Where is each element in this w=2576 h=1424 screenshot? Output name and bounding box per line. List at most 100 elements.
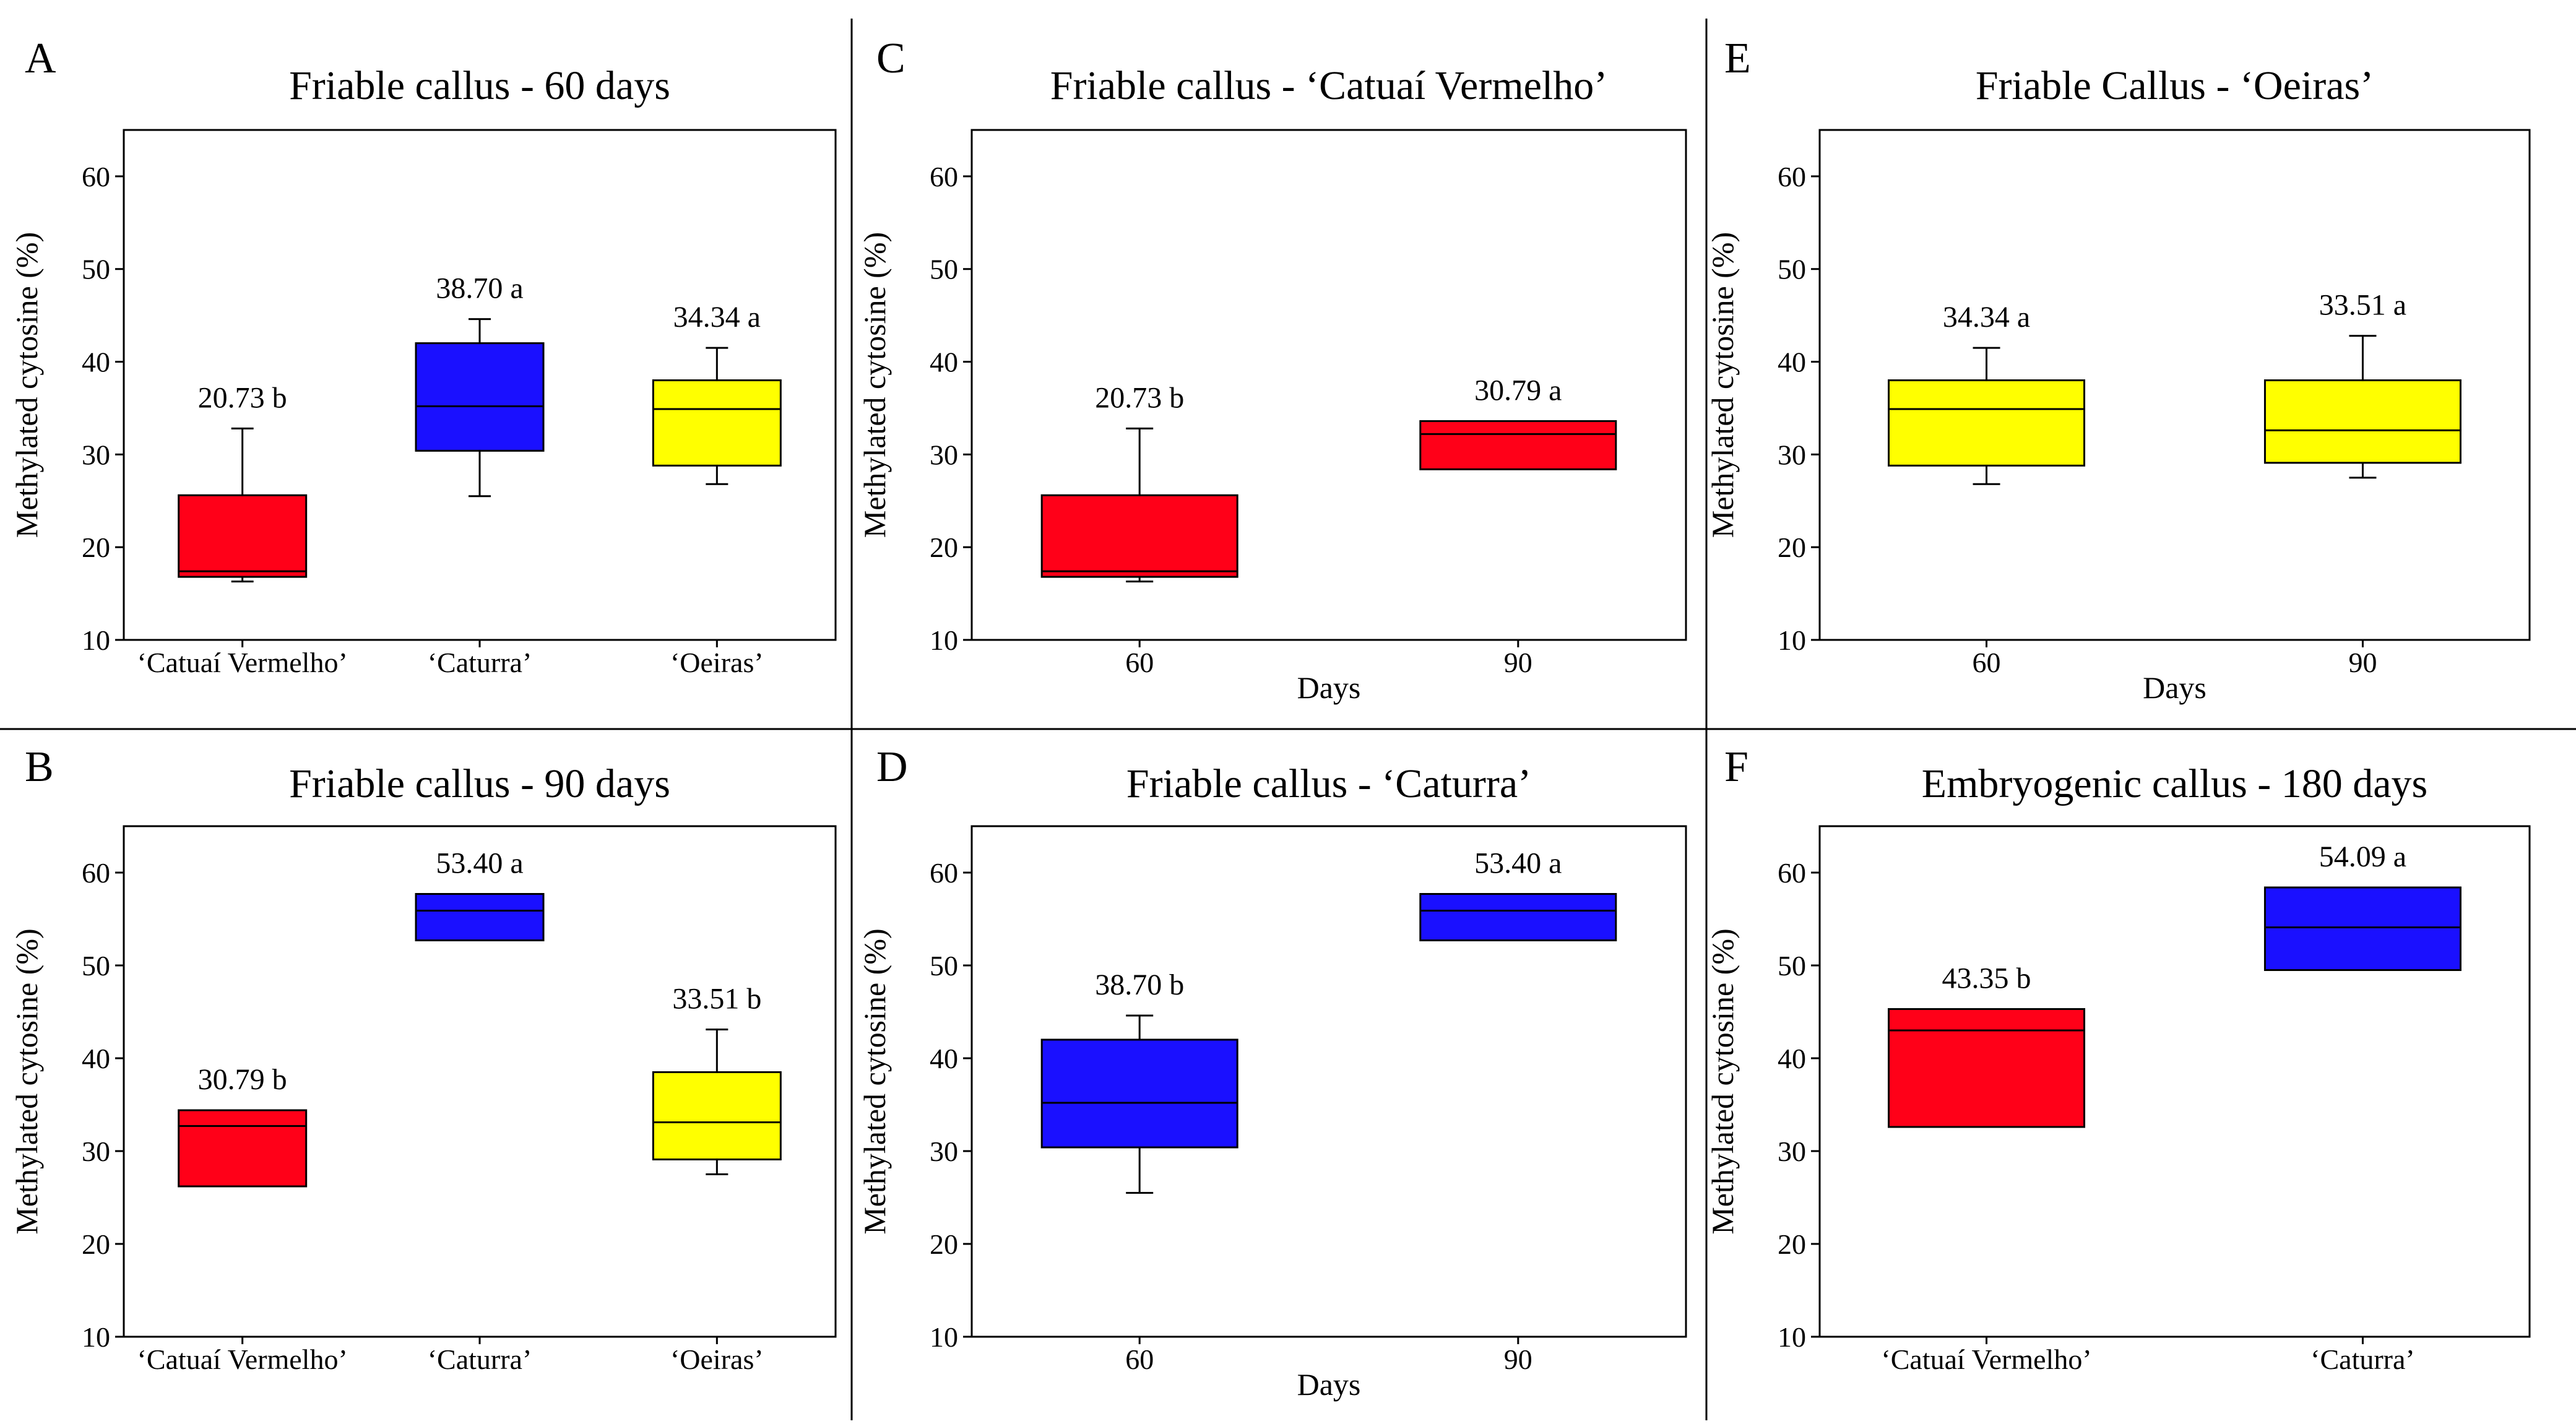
- chart-title: Friable callus - ‘Catuaí Vermelho’: [1050, 63, 1608, 108]
- data-label: 43.35 b: [1942, 962, 2031, 995]
- box: [1419, 420, 1617, 470]
- data-label: 20.73 b: [198, 381, 287, 414]
- y-tick-label: 10: [930, 1321, 958, 1353]
- panel-c: C Friable callus - ‘Catuaí Vermelho’ 10 20 3…: [857, 35, 1687, 705]
- y-tick-label: 40: [82, 347, 110, 378]
- box: [652, 1071, 782, 1160]
- y-tick-label: 10: [82, 624, 110, 656]
- x-tick-label: 60: [1125, 647, 1154, 678]
- y-tick-label: 20: [82, 1228, 110, 1260]
- panel-a: A Friable callus - 60 days 10 20 30 40 50 60 Met…: [9, 35, 837, 678]
- box: [178, 494, 308, 578]
- panel-letter: B: [25, 743, 54, 791]
- y-tick-label: 50: [82, 254, 110, 285]
- y-tick-label: 50: [1778, 950, 1806, 982]
- data-label: 30.79 b: [198, 1063, 287, 1096]
- y-axis-label: Methylated cytosine (%): [857, 232, 892, 538]
- x-tick-label: ‘Catuaí Vermelho’: [137, 1344, 348, 1375]
- x-tick-label: 60: [1973, 647, 2001, 678]
- y-axis-label: Methylated cytosine (%): [9, 928, 44, 1234]
- y-tick-label: 10: [930, 624, 958, 656]
- y-tick-label: 60: [82, 161, 110, 192]
- y-axis-label: Methylated cytosine (%): [1705, 232, 1740, 538]
- x-tick-label: ‘Catuaí Vermelho’: [137, 647, 348, 678]
- data-label: 38.70 a: [436, 272, 523, 305]
- panel-e: E Friable Callus - ‘Oeiras’ 10 20 30 40 50 60 Me…: [1705, 35, 2531, 705]
- y-tick-label: 10: [82, 1321, 110, 1353]
- y-tick-label: 60: [1778, 857, 1806, 889]
- panel-d: D Friable callus - ‘Caturra’ 10 20 30 40 50 60 M…: [857, 743, 1687, 1402]
- plot-frame: [970, 129, 1687, 641]
- x-axis-label: Days: [1297, 1367, 1361, 1402]
- x-tick-label: ‘Catuaí Vermelho’: [1881, 1344, 2091, 1375]
- panel-letter: D: [876, 743, 908, 791]
- y-tick-label: 40: [930, 1043, 958, 1074]
- box: [415, 342, 545, 452]
- x-tick-label: 60: [1125, 1344, 1154, 1375]
- y-tick-label: 20: [930, 532, 958, 563]
- x-tick-label: ‘Caturra’: [2310, 1344, 2415, 1375]
- y-axis-label: Methylated cytosine (%): [857, 928, 892, 1234]
- x-axis-label: Days: [2143, 670, 2206, 705]
- box: [2263, 379, 2461, 464]
- plot-frame: [1818, 129, 2531, 641]
- chart-title: Friable callus - 90 days: [289, 761, 670, 806]
- data-label: 33.51 b: [672, 983, 761, 1016]
- box: [652, 379, 782, 467]
- y-axis-label: Methylated cytosine (%): [1705, 928, 1740, 1234]
- y-tick-label: 30: [1778, 1136, 1806, 1167]
- y-tick-label: 30: [1778, 439, 1806, 470]
- y-tick-label: 40: [930, 347, 958, 378]
- box: [415, 893, 545, 941]
- x-tick-label: ‘Caturra’: [428, 1344, 532, 1375]
- y-tick-label: 30: [930, 1136, 958, 1167]
- box: [1040, 1038, 1238, 1149]
- x-axis-label: Days: [1297, 670, 1361, 705]
- x-tick-label: 90: [2348, 647, 2377, 678]
- data-label: 38.70 b: [1095, 969, 1184, 1001]
- data-label: 34.34 a: [673, 301, 761, 334]
- data-label: 53.40 a: [1474, 847, 1562, 880]
- data-label: 54.09 a: [2319, 840, 2406, 873]
- x-tick-label: 90: [1504, 647, 1532, 678]
- data-label: 34.34 a: [1943, 301, 2030, 334]
- y-tick-label: 60: [930, 857, 958, 889]
- y-tick-label: 40: [82, 1043, 110, 1074]
- y-tick-label: 40: [1778, 1043, 1806, 1074]
- data-label: 20.73 b: [1095, 381, 1184, 414]
- data-label: 53.40 a: [436, 847, 523, 880]
- box: [1888, 379, 2086, 467]
- panel-letter: F: [1724, 743, 1748, 791]
- y-tick-label: 60: [82, 857, 110, 889]
- y-tick-label: 40: [1778, 347, 1806, 378]
- y-tick-label: 30: [930, 439, 958, 470]
- panel-letter: C: [876, 35, 905, 82]
- chart-title: Friable callus - ‘Caturra’: [1126, 761, 1531, 806]
- data-label: 30.79 a: [1474, 374, 1562, 407]
- x-tick-label: 90: [1504, 1344, 1532, 1375]
- y-tick-label: 20: [1778, 532, 1806, 563]
- y-tick-label: 50: [930, 950, 958, 982]
- y-tick-label: 10: [1778, 624, 1806, 656]
- y-tick-label: 50: [930, 254, 958, 285]
- y-tick-label: 20: [82, 532, 110, 563]
- box: [1419, 893, 1617, 941]
- y-tick-label: 30: [82, 1136, 110, 1167]
- panel-letter: E: [1724, 35, 1751, 82]
- x-tick-label: ‘Oeiras’: [670, 1344, 764, 1375]
- box: [178, 1109, 308, 1188]
- y-tick-label: 60: [930, 161, 958, 192]
- chart-title: Friable Callus - ‘Oeiras’: [1976, 63, 2374, 108]
- panel-letter: A: [25, 35, 56, 82]
- y-tick-label: 50: [82, 950, 110, 982]
- box: [1040, 494, 1238, 578]
- plot-frame: [970, 825, 1687, 1338]
- chart-title: Friable callus - 60 days: [289, 63, 670, 108]
- box: [1888, 1008, 2086, 1128]
- y-axis-label: Methylated cytosine (%): [9, 232, 44, 538]
- x-tick-label: ‘Oeiras’: [670, 647, 764, 678]
- chart-title: Embryogenic callus - 180 days: [1922, 761, 2427, 806]
- y-tick-label: 20: [930, 1228, 958, 1260]
- panel-f: F Embryogenic callus - 180 days 10 20 30 40 50…: [1705, 743, 2531, 1375]
